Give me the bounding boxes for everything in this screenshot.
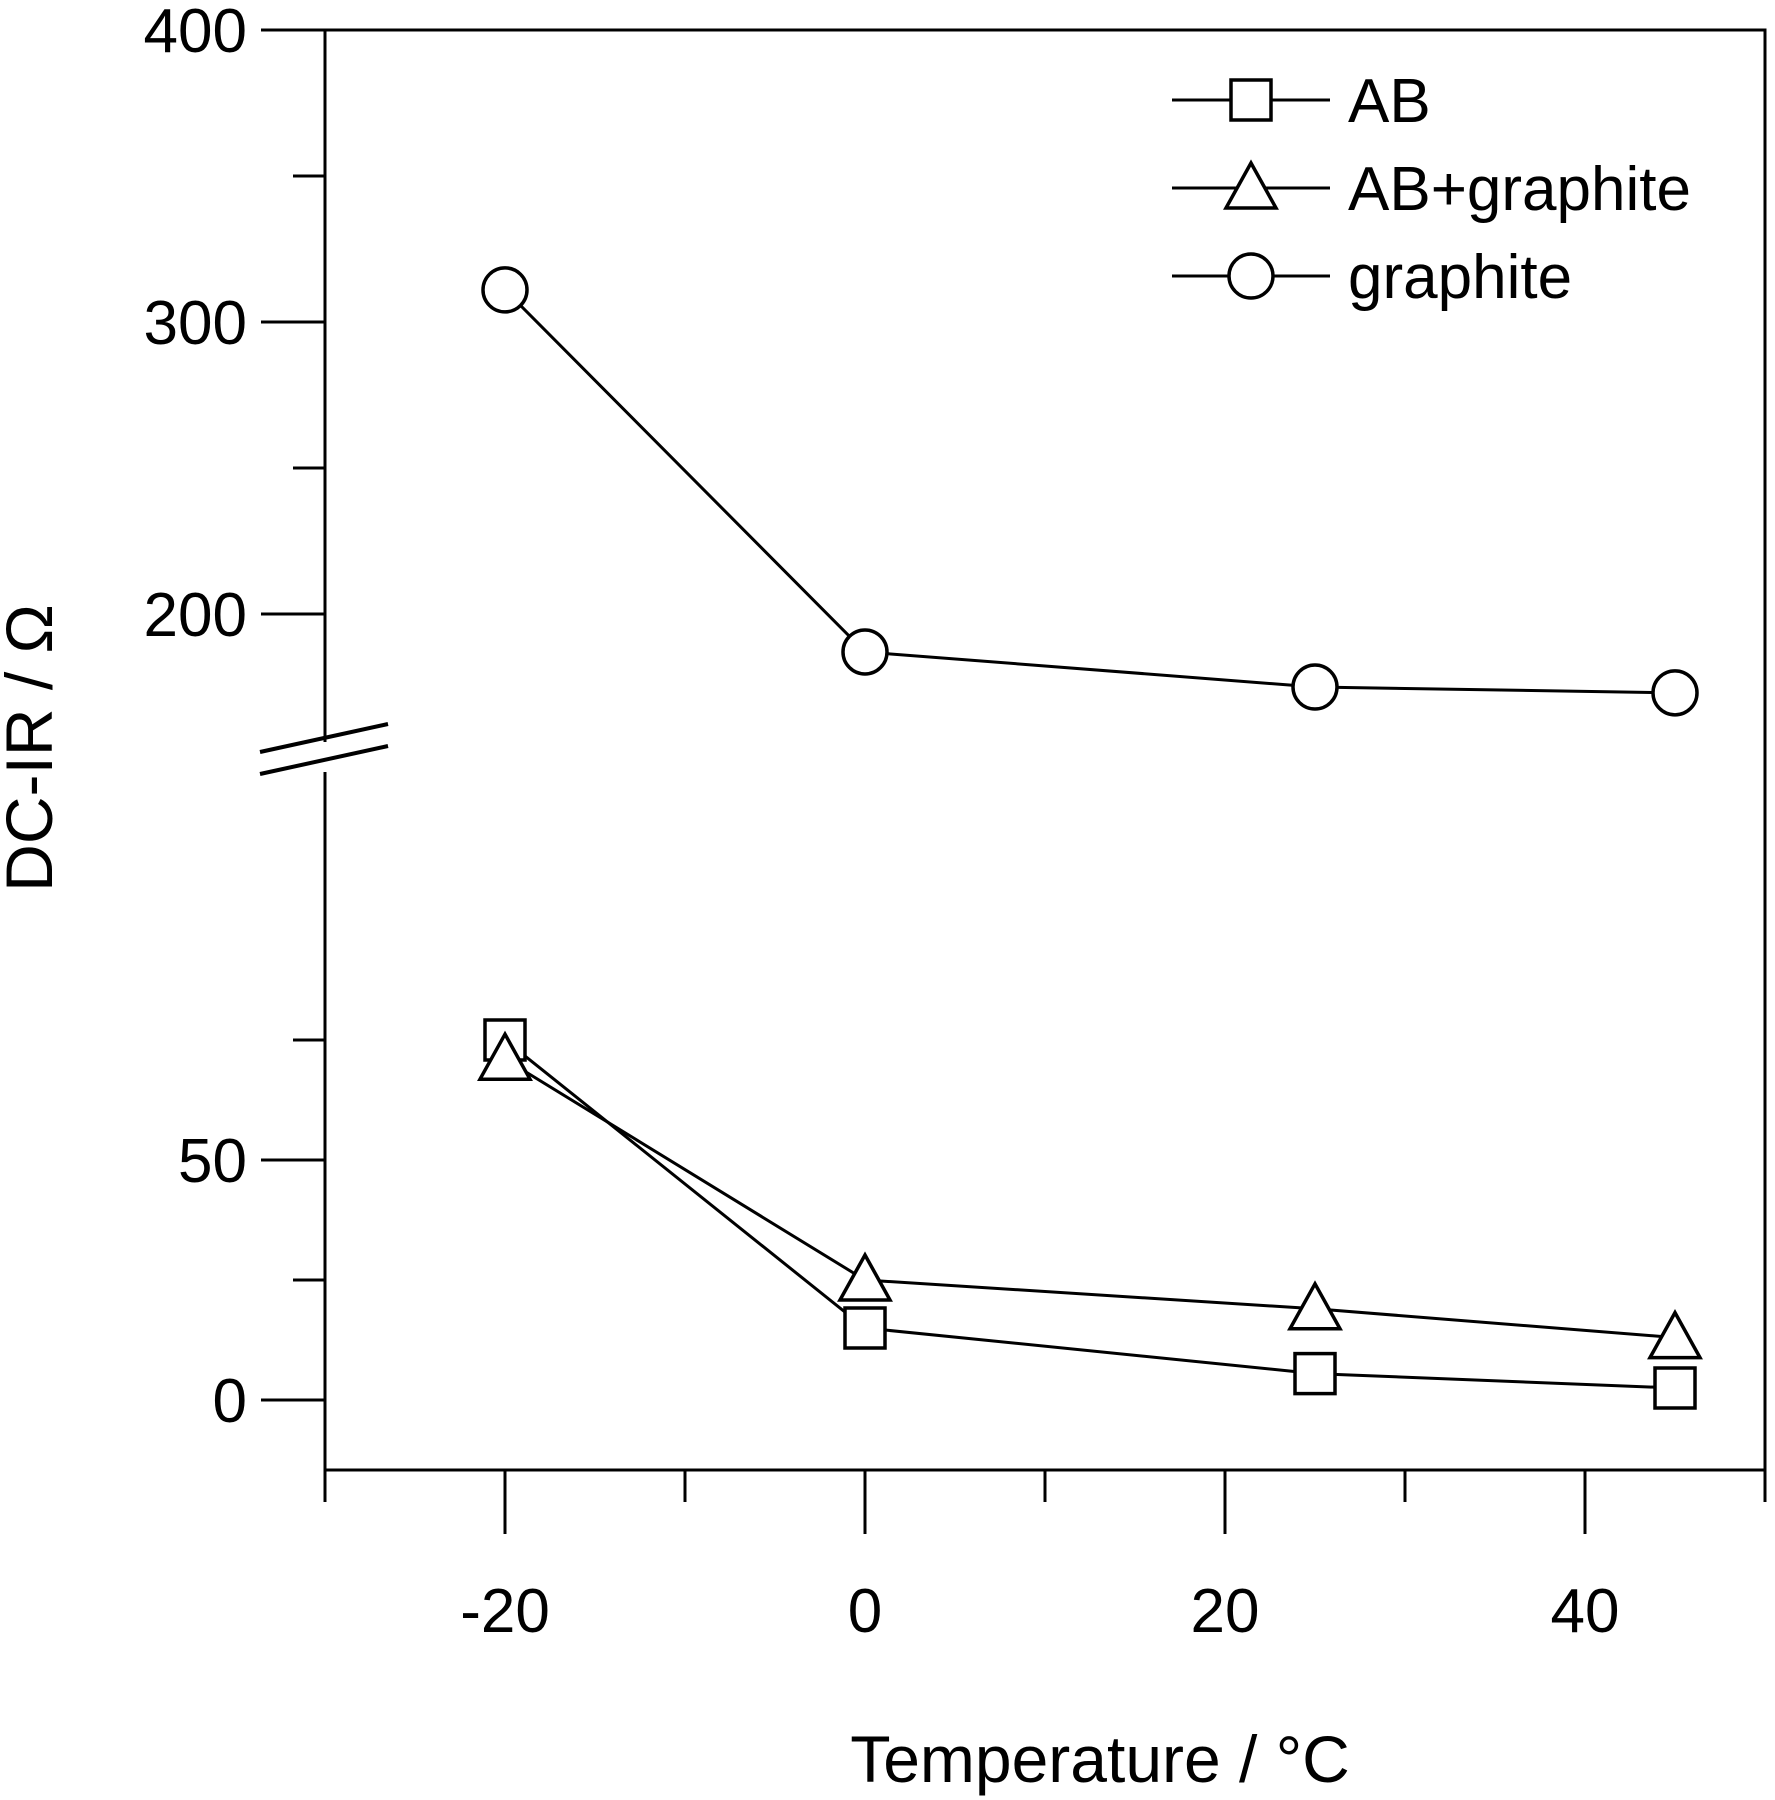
data-point-ab bbox=[1293, 1351, 1337, 1396]
data-point-ab-graphite bbox=[1287, 1280, 1343, 1331]
legend: AB AB+graphite graphite bbox=[1172, 67, 1691, 312]
axis-break-line bbox=[259, 722, 389, 754]
data-point-ab bbox=[1653, 1366, 1697, 1410]
x-tick-label: 40 bbox=[1551, 1577, 1620, 1646]
x-axis-label: Temperature / °C bbox=[850, 1722, 1350, 1796]
y-tick-label: 50 bbox=[178, 1127, 247, 1196]
data-point-ab-graphite bbox=[1647, 1308, 1703, 1360]
y-tick-label: 400 bbox=[144, 0, 247, 66]
series-markers bbox=[477, 266, 1703, 1410]
x-axis: -20 0 20 40 bbox=[323, 1470, 1767, 1646]
data-point-graphite bbox=[1291, 663, 1339, 711]
series-line-ab-graphite bbox=[504, 1057, 1676, 1340]
legend-marker-ab bbox=[1229, 78, 1273, 122]
data-point-graphite bbox=[841, 628, 889, 676]
y-tick-label: 200 bbox=[144, 581, 247, 650]
data-point-graphite bbox=[1651, 669, 1699, 717]
series-line-graphite bbox=[503, 288, 1676, 695]
y-tick-label: 300 bbox=[144, 289, 247, 358]
x-tick-label: 20 bbox=[1191, 1577, 1260, 1646]
y-axis-label: DC-IR / Ω bbox=[0, 604, 66, 892]
y-tick-label: 0 bbox=[213, 1367, 247, 1436]
axis-break-line bbox=[259, 744, 389, 776]
legend-label-ab: AB bbox=[1348, 67, 1431, 136]
legend-label-graphite: graphite bbox=[1348, 243, 1572, 312]
x-tick-label: 0 bbox=[848, 1577, 882, 1646]
data-point-ab-graphite bbox=[837, 1251, 893, 1302]
y-axis: 0 50 200 300 400 bbox=[144, 0, 325, 1436]
series-lines bbox=[503, 288, 1676, 1390]
data-point-ab-graphite bbox=[477, 1030, 533, 1081]
axis-break-mark bbox=[259, 722, 389, 776]
legend-label-ab-graphite: AB+graphite bbox=[1348, 155, 1691, 224]
data-point-graphite bbox=[481, 266, 529, 314]
data-point-ab bbox=[843, 1306, 887, 1350]
x-tick-label: -20 bbox=[460, 1577, 550, 1646]
series-line-ab bbox=[504, 1038, 1676, 1390]
legend-marker-ab-graphite bbox=[1223, 159, 1279, 210]
legend-marker-graphite bbox=[1227, 252, 1275, 300]
